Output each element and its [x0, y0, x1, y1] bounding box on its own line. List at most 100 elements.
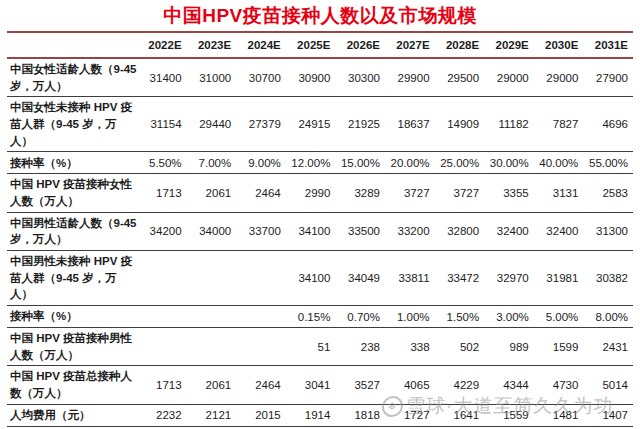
table-cell: 33500 — [335, 212, 385, 250]
column-header: 2022E — [137, 32, 187, 58]
table-cell: 11182 — [484, 97, 534, 152]
table-cell: 30700 — [236, 58, 286, 97]
table-row: 中国女性适龄人数（9-45岁，万人）3140031000307003090030… — [7, 58, 633, 97]
table-cell: 1.50% — [435, 306, 485, 328]
table-cell: 32400 — [484, 212, 534, 250]
table-cell: 4730 — [534, 366, 584, 404]
table-cell — [236, 306, 286, 328]
table-cell: 31981 — [534, 251, 584, 306]
table-cell: 20.00% — [385, 152, 435, 174]
table-cell: 29500 — [435, 58, 485, 97]
table-cell: 5.50% — [137, 152, 187, 174]
table-cell: 51 — [286, 328, 336, 366]
table-cell: 4229 — [435, 366, 485, 404]
table-cell — [187, 251, 237, 306]
table-cell: 31300 — [583, 212, 633, 250]
table-cell: 3041 — [286, 366, 336, 404]
table-cell: 3727 — [385, 174, 435, 212]
page-title: 中国HPV疫苗接种人数以及市场规模 — [0, 0, 640, 30]
table-cell: 1559 — [484, 404, 534, 426]
table-cell: 3355 — [484, 174, 534, 212]
row-label: 接种率（%） — [7, 152, 137, 174]
table-cell — [187, 328, 237, 366]
table-cell: 40.00% — [534, 152, 584, 174]
table-cell: 3131 — [534, 174, 584, 212]
row-label: 中国女性适龄人数（9-45岁，万人） — [7, 58, 137, 97]
table-cell: 1713 — [137, 366, 187, 404]
table-cell: 32970 — [484, 251, 534, 306]
row-label: 中国 HPV 疫苗总接种人数（万人） — [7, 366, 137, 404]
table-cell: 30300 — [335, 58, 385, 97]
table-cell: 27900 — [583, 58, 633, 97]
table-cell: 2464 — [236, 366, 286, 404]
row-label: 接种率（%） — [7, 306, 137, 328]
table-cell: 2061 — [187, 366, 237, 404]
table-cell: 7827 — [534, 97, 584, 152]
table-cell: 1.00% — [385, 306, 435, 328]
table-cell: 25.00% — [435, 152, 485, 174]
column-header: 2031E — [583, 32, 633, 58]
table-cell — [236, 328, 286, 366]
table-cell: 989 — [484, 328, 534, 366]
table-cell: 27379 — [236, 97, 286, 152]
table-cell: 34100 — [286, 251, 336, 306]
column-header: 2029E — [484, 32, 534, 58]
table-cell: 1407 — [583, 404, 633, 426]
table-cell: 2583 — [583, 174, 633, 212]
table-cell: 8.00% — [583, 306, 633, 328]
table-cell: 14909 — [435, 97, 485, 152]
table-cell: 3527 — [335, 366, 385, 404]
table-cell: 29440 — [187, 97, 237, 152]
corner-cell — [7, 32, 137, 58]
hpv-data-table: 2022E2023E2024E2025E2026E2027E2028E2029E… — [7, 31, 633, 429]
table-row: 人均费用（元）223221212015191418181727164115591… — [7, 404, 633, 426]
table-cell: 12.00% — [286, 152, 336, 174]
table-cell: 2431 — [583, 328, 633, 366]
table-cell: 502 — [435, 328, 485, 366]
table-cell: 29000 — [534, 58, 584, 97]
table-cell: 4065 — [385, 366, 435, 404]
table-cell: 29000 — [484, 58, 534, 97]
table-header-row: 2022E2023E2024E2025E2026E2027E2028E2029E… — [7, 32, 633, 58]
table-cell: 0.70% — [335, 306, 385, 328]
table-cell: 33472 — [435, 251, 485, 306]
table-cell: 1599 — [534, 328, 584, 366]
column-header: 2025E — [286, 32, 336, 58]
table-cell: 1727 — [385, 404, 435, 426]
table-cell: 34200 — [137, 212, 187, 250]
table-cell: 32800 — [435, 212, 485, 250]
table-cell: 30900 — [286, 58, 336, 97]
table-cell: 15.00% — [335, 152, 385, 174]
table-cell: 5.00% — [534, 306, 584, 328]
table-cell: 4344 — [484, 366, 534, 404]
table-cell: 2990 — [286, 174, 336, 212]
table-cell — [137, 328, 187, 366]
table-cell: 33700 — [236, 212, 286, 250]
table-cell: 0.15% — [286, 306, 336, 328]
table-cell: 2464 — [236, 174, 286, 212]
table-cell — [187, 306, 237, 328]
table-row: 接种率（%）5.50%7.00%9.00%12.00%15.00%20.00%2… — [7, 152, 633, 174]
table-cell: 33200 — [385, 212, 435, 250]
table-row: 接种率（%）0.15%0.70%1.00%1.50%3.00%5.00%8.00… — [7, 306, 633, 328]
column-header: 2023E — [187, 32, 237, 58]
table-row: 中国男性适龄人数（9-45岁，万人）3420034000337003410033… — [7, 212, 633, 250]
table-cell: 33811 — [385, 251, 435, 306]
column-header: 2030E — [534, 32, 584, 58]
table-cell — [137, 306, 187, 328]
table-cell: 2121 — [187, 404, 237, 426]
table-cell: 24915 — [286, 97, 336, 152]
table-cell: 31400 — [137, 58, 187, 97]
table-row: 中国 HPV 疫苗接种女性人数（万人）171320612464299032893… — [7, 174, 633, 212]
table-cell: 3727 — [435, 174, 485, 212]
table-cell: 18637 — [385, 97, 435, 152]
table-row: 中国 HPV 疫苗总接种人数（万人）1713206124643041352740… — [7, 366, 633, 404]
table-cell: 1641 — [435, 404, 485, 426]
row-label: 中国 HPV 疫苗接种男性人数（万人） — [7, 328, 137, 366]
table-cell: 32400 — [534, 212, 584, 250]
table-row: 中国 HPV 疫苗接种男性人数（万人）512383385029891599243… — [7, 328, 633, 366]
table-cell: 34049 — [335, 251, 385, 306]
table-cell — [137, 251, 187, 306]
row-label: 中国男性未接种 HPV 疫苗人群（9-45 岁，万人） — [7, 251, 137, 306]
table-cell — [236, 251, 286, 306]
